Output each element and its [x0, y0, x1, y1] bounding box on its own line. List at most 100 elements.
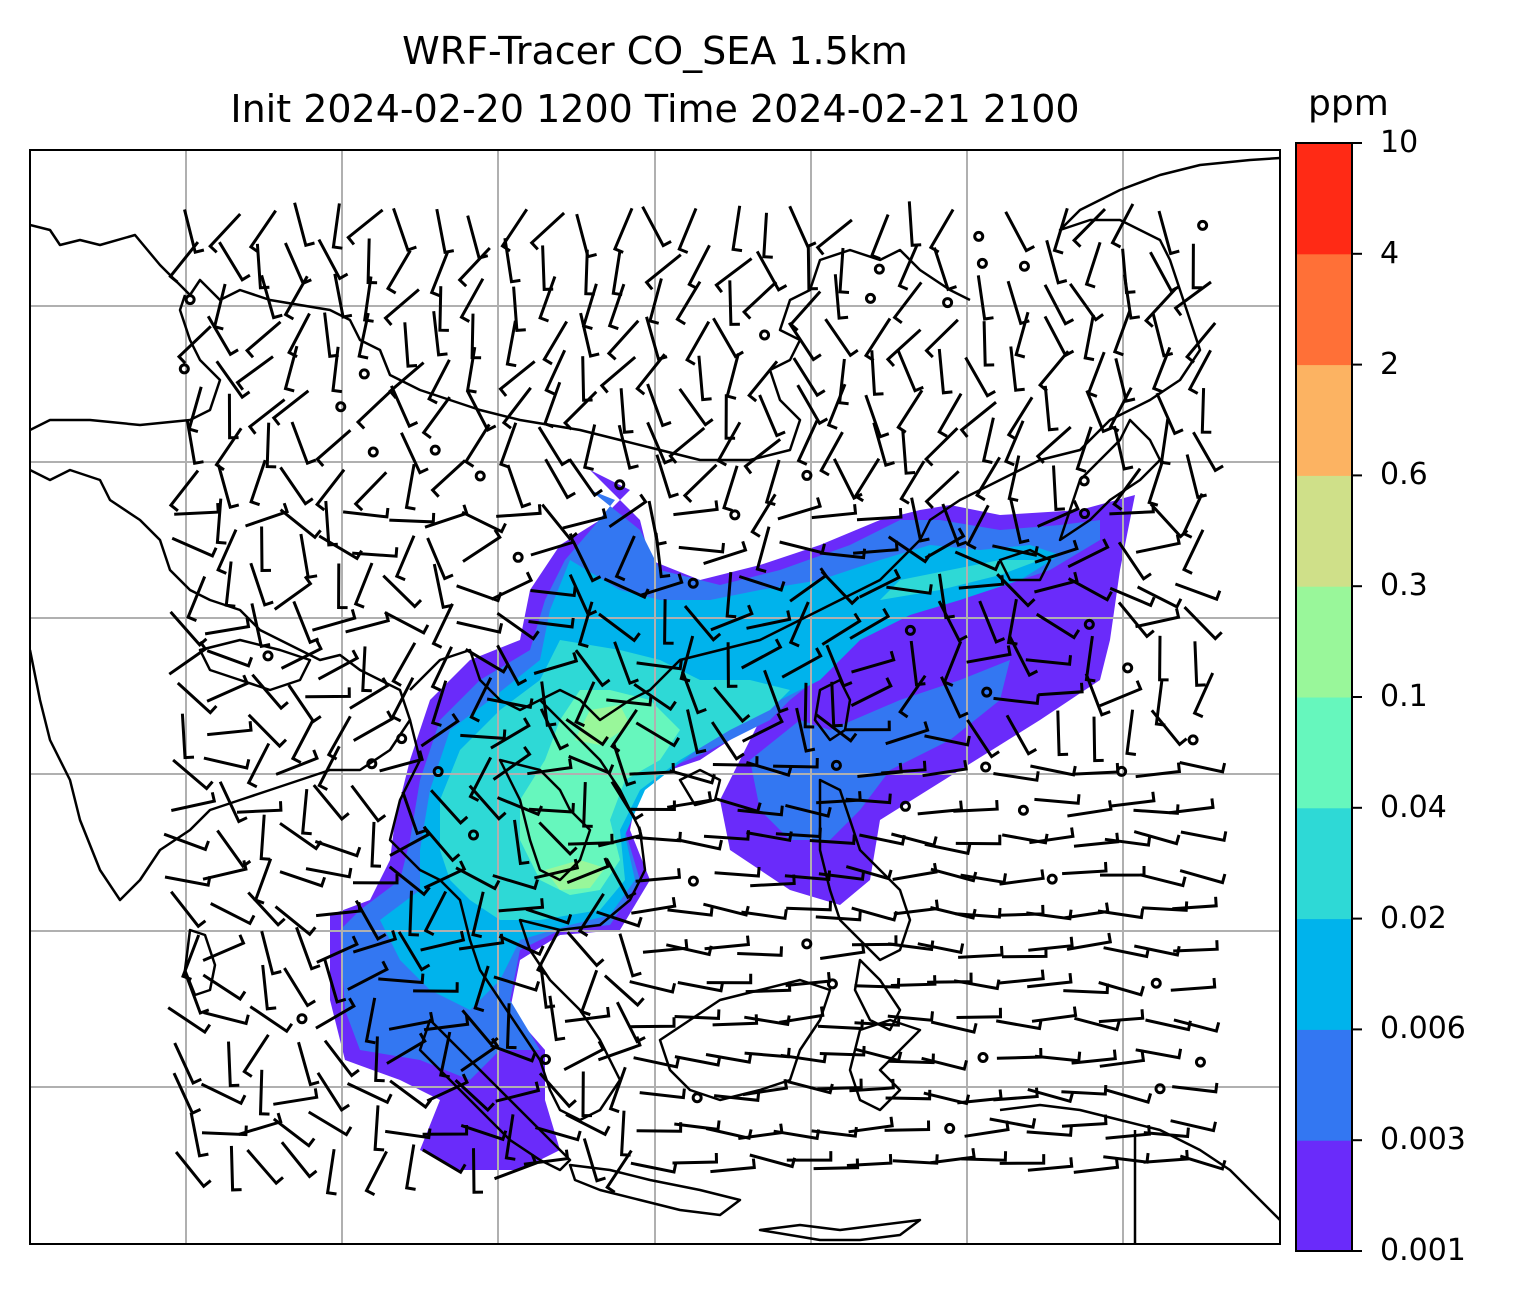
wind-barb [613, 641, 639, 686]
wind-barb [366, 238, 378, 285]
wind-barb [317, 649, 360, 681]
wind-barb [224, 561, 236, 608]
wind-barb [930, 906, 977, 920]
wind-barb [386, 1032, 427, 1065]
wind-barb [674, 1120, 721, 1132]
wind-barb [958, 945, 1004, 959]
wind-barb [533, 651, 579, 675]
wind-barb [788, 601, 810, 648]
wind-barb [1083, 314, 1095, 362]
wind-barb [1172, 896, 1218, 911]
wind-barb [826, 383, 847, 430]
wind-barb [1136, 585, 1183, 609]
wind-barb [314, 468, 346, 512]
calm-wind-circle [826, 978, 838, 990]
wind-barb [564, 1006, 611, 1023]
wind-barb [1099, 1051, 1146, 1068]
wind-barb [740, 638, 783, 670]
wind-barb [1068, 283, 1104, 322]
wind-barb [741, 909, 788, 920]
wind-barb [290, 421, 317, 466]
wind-barb [1173, 280, 1212, 317]
wind-barb [316, 1071, 351, 1112]
wind-barb [1122, 274, 1141, 320]
wind-barb [378, 973, 425, 985]
wind-barb [965, 504, 990, 550]
wind-barb [849, 607, 891, 640]
wind-barb [1182, 529, 1205, 575]
wind-barb [227, 1041, 240, 1088]
wind-barb [672, 1152, 719, 1165]
wind-barb [389, 1079, 433, 1110]
wind-barb [279, 870, 327, 888]
wind-barb [1133, 944, 1181, 957]
wind-barb [1099, 680, 1143, 708]
wind-barb [534, 1126, 582, 1142]
wind-barb [317, 745, 341, 791]
wind-barb [245, 502, 290, 528]
wind-barb [813, 1158, 860, 1171]
wind-barb [668, 426, 706, 464]
wind-barb [796, 384, 829, 426]
wind-barb [999, 869, 1045, 886]
wind-barb [1170, 1119, 1217, 1133]
wind-barb [525, 907, 573, 925]
wind-barb [1157, 210, 1180, 256]
wind-barb [506, 464, 532, 509]
wind-barb [599, 355, 637, 394]
coastline-java [568, 1163, 742, 1217]
wind-barb [493, 975, 541, 992]
wind-barb [1135, 534, 1181, 554]
coastline-sumatra [418, 1018, 572, 1172]
colorbar-segment [1296, 1029, 1352, 1141]
wind-barb [397, 931, 431, 972]
wind-barb [342, 507, 390, 519]
wind-barb [669, 769, 716, 785]
wind-barb [280, 1141, 318, 1179]
wind-barb [462, 528, 502, 563]
wind-barb [460, 1123, 508, 1142]
wind-barb [1073, 1158, 1120, 1174]
wind-barb [180, 713, 195, 760]
wind-barb [297, 1041, 320, 1087]
wind-barb [792, 357, 826, 398]
wind-barb [1183, 606, 1223, 641]
wind-barb [1009, 346, 1025, 392]
wind-barb [422, 825, 461, 863]
wind-barb [796, 419, 819, 466]
wind-barb [1074, 1016, 1121, 1032]
wind-barb [1147, 460, 1165, 507]
wind-barb [426, 1073, 469, 1103]
wind-barb [1187, 349, 1212, 395]
wind-barb [597, 826, 643, 848]
wind-barb [887, 940, 935, 952]
wind-barb [1135, 608, 1181, 629]
wind-barb [710, 604, 754, 632]
wind-barb [271, 389, 310, 426]
wind-barb [1084, 673, 1111, 717]
wind-barb [924, 470, 960, 510]
wind-barb [466, 390, 497, 433]
plume-layer-0.001 [330, 470, 1135, 1170]
wind-barb [1025, 655, 1072, 666]
wind-barb [885, 328, 922, 368]
wind-barb [741, 712, 784, 743]
colorbar-segment [1296, 697, 1352, 809]
wind-barb [273, 575, 313, 611]
wind-barb [535, 930, 560, 976]
wind-barb [1001, 947, 1048, 959]
wind-barb [527, 758, 573, 776]
wind-barb [283, 275, 309, 321]
wind-barb [217, 464, 240, 510]
wind-barb [283, 967, 316, 1008]
wind-barb [388, 1011, 435, 1031]
wind-barb [605, 857, 637, 900]
wind-barb [1034, 794, 1081, 805]
wind-barb [712, 1014, 759, 1027]
calm-wind-circle [614, 479, 626, 491]
wind-barb [333, 273, 353, 319]
wind-barb [496, 504, 542, 518]
wind-barb [568, 458, 603, 498]
wind-barb [468, 784, 507, 821]
wind-barb [538, 275, 557, 323]
